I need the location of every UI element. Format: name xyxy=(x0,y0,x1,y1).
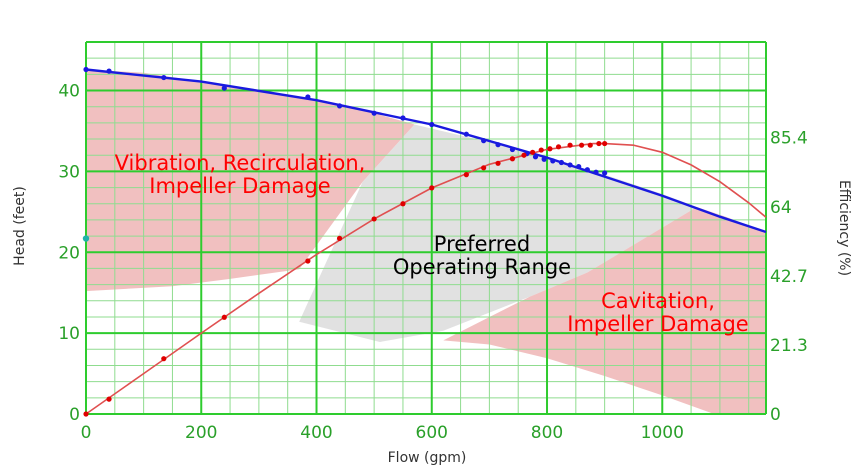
y-tick-label: 10 xyxy=(58,324,80,344)
efficiency-point xyxy=(481,165,487,171)
head-point xyxy=(305,94,311,100)
cavitation-zone-label-line1: Cavitation, xyxy=(601,289,715,313)
y2-tick-label: 85.4 xyxy=(770,129,808,149)
head-point xyxy=(481,138,487,144)
y2-axis-title: Efficiency (%) xyxy=(836,180,852,276)
chart-grid xyxy=(85,41,767,415)
x-tick-label: 800 xyxy=(531,423,563,443)
y2-tick-label: 0 xyxy=(770,405,781,425)
x-tick-label: 600 xyxy=(416,423,448,443)
y-tick-label: 0 xyxy=(69,405,80,425)
efficiency-point xyxy=(567,142,573,148)
head-point xyxy=(567,162,573,168)
head-curve xyxy=(85,68,767,234)
efficiency-point xyxy=(547,146,553,152)
x-tick-label: 400 xyxy=(300,423,332,443)
efficiency-point xyxy=(305,258,311,264)
efficiency-point xyxy=(400,201,406,207)
head-point xyxy=(550,158,556,164)
efficiency-point xyxy=(578,142,585,148)
efficiency-point xyxy=(587,142,593,148)
y2-tick-label: 64 xyxy=(770,198,792,218)
head-point xyxy=(593,169,599,175)
chart-points xyxy=(82,66,608,417)
vibration-zone-label-line1: Vibration, Recirculation, xyxy=(115,151,366,175)
y-tick-label: 40 xyxy=(58,82,80,102)
y2-tick-label: 21.3 xyxy=(770,336,808,356)
efficiency-point xyxy=(463,172,469,178)
efficiency-point xyxy=(596,140,602,147)
head-point xyxy=(532,154,539,160)
head-point xyxy=(558,159,565,166)
efficiency-point xyxy=(106,396,112,402)
head-point xyxy=(602,170,608,176)
chart-curves xyxy=(85,68,767,415)
efficiency-point xyxy=(83,411,89,417)
preferred-zone-label-line2: Operating Range xyxy=(393,255,571,279)
x-tick-label: 1000 xyxy=(641,423,684,443)
head-point xyxy=(495,142,501,148)
head-point xyxy=(509,146,516,153)
head-point xyxy=(463,131,469,137)
vibration-zone-label-line2: Impeller Damage xyxy=(149,174,330,198)
efficiency-point xyxy=(602,140,608,147)
head-point xyxy=(106,68,112,74)
efficiency-point xyxy=(509,156,516,162)
efficiency-point xyxy=(521,152,527,158)
head-point xyxy=(400,115,406,121)
y-axis-title: Head (feet) xyxy=(12,186,28,266)
head-point xyxy=(429,121,435,128)
efficiency-point xyxy=(495,160,501,166)
efficiency-point xyxy=(538,147,544,153)
y-tick-label: 30 xyxy=(58,162,80,182)
efficiency-point xyxy=(429,185,435,191)
efficiency-point xyxy=(221,314,227,320)
efficiency-point xyxy=(371,216,377,222)
head-point xyxy=(541,156,547,162)
efficiency-point xyxy=(161,356,167,362)
y-tick-label: 20 xyxy=(58,243,80,263)
preferred-zone-label-line1: Preferred xyxy=(434,232,530,256)
cavitation-zone-label-line2: Impeller Damage xyxy=(567,312,748,336)
efficiency-point xyxy=(336,235,343,241)
y2-tick-label: 42.7 xyxy=(770,267,808,287)
head-point xyxy=(576,163,582,170)
head-point xyxy=(83,66,89,73)
efficiency-curve xyxy=(85,142,767,415)
head-point xyxy=(371,110,377,116)
efficiency-point xyxy=(555,144,562,150)
operating-zones xyxy=(86,69,766,414)
efficiency-point xyxy=(530,149,536,155)
head-point xyxy=(584,167,590,173)
left-axis-marker xyxy=(82,235,90,242)
tick-labels: 0 200 400 600 800 1000010203040021.342.76485.… xyxy=(58,82,808,443)
preferred-zone xyxy=(299,124,697,342)
head-point xyxy=(221,85,227,91)
x-tick-label: 0 xyxy=(81,423,92,443)
x-axis-title: Flow (gpm) xyxy=(388,450,467,466)
head-point xyxy=(336,103,343,109)
x-tick-label: 200 xyxy=(185,423,217,443)
head-point xyxy=(161,74,167,81)
